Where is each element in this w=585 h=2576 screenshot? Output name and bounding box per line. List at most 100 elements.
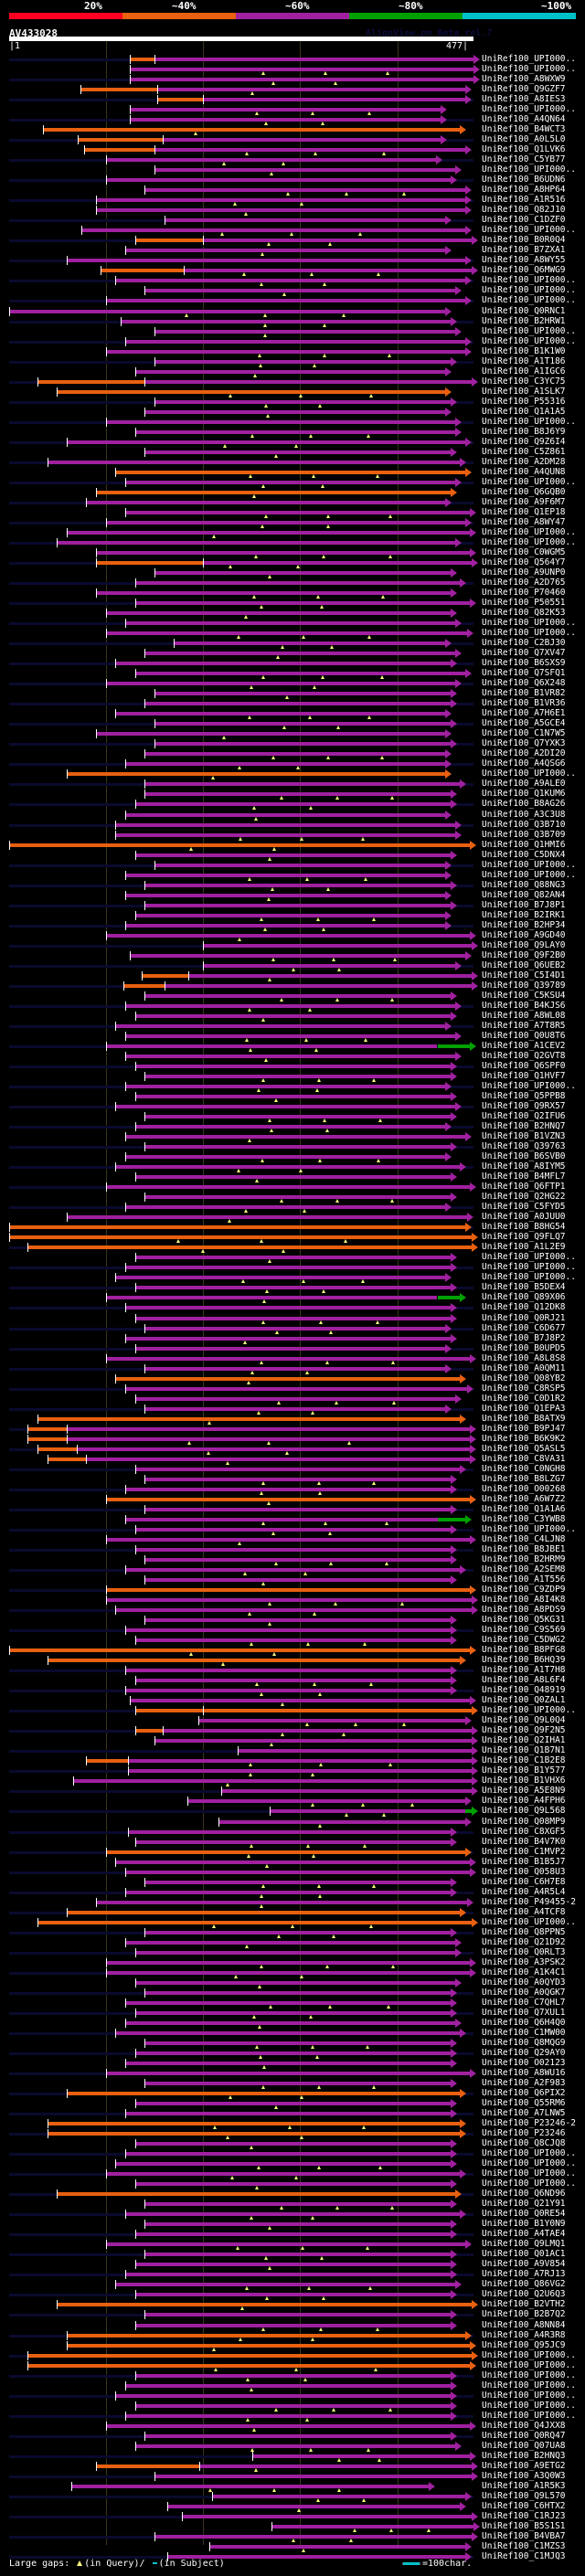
hit-row[interactable]: UniRef100_UPI000..	[0, 769, 585, 780]
hit-row[interactable]: UniRef100_UPI000..	[0, 417, 585, 428]
hit-label-link[interactable]: UniRef100_Q2HG22	[482, 1192, 566, 1203]
hit-row[interactable]: UniRef100_Q9LAY0	[0, 940, 585, 951]
hit-row[interactable]: UniRef100_A8WY47	[0, 517, 585, 528]
hit-row[interactable]: UniRef100_Q9RX57	[0, 1101, 585, 1112]
hit-row[interactable]: UniRef100_Q2IFU6	[0, 1111, 585, 1123]
hit-label-link[interactable]: UniRef100_Q5PPB8	[482, 1091, 566, 1102]
hit-label-link[interactable]: UniRef100_A8L8S8	[482, 1352, 566, 1363]
hit-label-link[interactable]: UniRef100_Q6MWG9	[482, 265, 566, 276]
hit-row[interactable]: UniRef100_Q21Y91	[0, 2199, 585, 2210]
hit-label-link[interactable]: UniRef100_Q86VG2	[482, 2279, 566, 2290]
hit-row[interactable]: UniRef100_A4FPH6	[0, 1796, 585, 1807]
hit-label-link[interactable]: UniRef100_UPI000..	[482, 2380, 576, 2390]
hit-label-link[interactable]: UniRef100_UPI000..	[482, 285, 576, 296]
hit-label-link[interactable]: UniRef100_Q6FTP1	[482, 1182, 566, 1193]
hit-label-link[interactable]: UniRef100_C8RSP5	[482, 1383, 566, 1394]
hit-row[interactable]: UniRef100_A8WXW9	[0, 74, 585, 86]
hit-label-link[interactable]: UniRef100_UPI000..	[482, 618, 576, 629]
hit-label-link[interactable]: UniRef100_UPI000..	[482, 1272, 576, 1283]
hit-label-link[interactable]: UniRef100_Q89X06	[482, 1292, 566, 1303]
hit-label-link[interactable]: UniRef100_Q0RQ47	[482, 2430, 566, 2441]
hit-label-link[interactable]: UniRef100_A8I4K8	[482, 1595, 566, 1606]
hit-row[interactable]: UniRef100_UPI000..	[0, 477, 585, 488]
hit-label-link[interactable]: UniRef100_C8XGF5	[482, 1826, 566, 1837]
hit-label-link[interactable]: UniRef100_Q08YB2	[482, 1373, 566, 1383]
hit-row[interactable]: UniRef100_Q9L0Q4	[0, 1715, 585, 1727]
hit-row[interactable]: UniRef100_B6SXS9	[0, 658, 585, 669]
hit-label-link[interactable]: UniRef100_UPI000..	[482, 325, 576, 336]
hit-row[interactable]: UniRef100_A5E8N9	[0, 1786, 585, 1797]
hit-label-link[interactable]: UniRef100_B6SVB0	[482, 1151, 566, 1162]
hit-row[interactable]: UniRef100_A3Q0W3	[0, 2471, 585, 2482]
hit-label-link[interactable]: UniRef100_Q9L568	[482, 1806, 566, 1817]
hit-label-link[interactable]: UniRef100_A3C3U8	[482, 809, 566, 820]
hit-label-link[interactable]: UniRef100_C5DNX4	[482, 849, 566, 860]
hit-row[interactable]: UniRef100_C3YC75	[0, 376, 585, 387]
hit-row[interactable]: UniRef100_Q5KG31	[0, 1615, 585, 1627]
hit-row[interactable]: UniRef100_A8I4K8	[0, 1595, 585, 1606]
hit-label-link[interactable]: UniRef100_B0UPD5	[482, 1342, 566, 1353]
hit-label-link[interactable]: UniRef100_A0QGK7	[482, 1987, 566, 1998]
hit-row[interactable]: UniRef100_B7J8P2	[0, 1333, 585, 1344]
hit-label-link[interactable]: UniRef100_A4TCF8	[482, 1906, 566, 1917]
hit-row[interactable]: UniRef100_A8IYM5	[0, 1161, 585, 1173]
hit-label-link[interactable]: UniRef100_Q07UA8	[482, 2440, 566, 2451]
hit-row[interactable]: UniRef100_C5DWG2	[0, 1635, 585, 1647]
hit-row[interactable]: UniRef100_C0NGH8	[0, 1464, 585, 1475]
hit-label-link[interactable]: UniRef100_Q12DK8	[482, 1302, 566, 1313]
hit-row[interactable]: UniRef100_Q1HVF7	[0, 1071, 585, 1083]
hit-row[interactable]: UniRef100_A1SLK7	[0, 387, 585, 398]
hit-row[interactable]: UniRef100_C6D677	[0, 1322, 585, 1334]
hit-row[interactable]: UniRef100_Q82AN4	[0, 890, 585, 901]
hit-row[interactable]: UniRef100_UPI000..	[0, 2350, 585, 2361]
hit-row[interactable]: UniRef100_O02123	[0, 2057, 585, 2069]
hit-label-link[interactable]: UniRef100_B0R0Q4	[482, 235, 566, 246]
hit-label-link[interactable]: UniRef100_Q82K53	[482, 608, 566, 619]
hit-row[interactable]: UniRef100_Q9L568	[0, 1806, 585, 1818]
hit-row[interactable]: UniRef100_A8WL08	[0, 1011, 585, 1022]
hit-row[interactable]: UniRef100_B2HP34	[0, 920, 585, 931]
hit-label-link[interactable]: UniRef100_A8WY55	[482, 255, 566, 266]
hit-row[interactable]: UniRef100_UPI000..	[0, 1262, 585, 1273]
hit-label-link[interactable]: UniRef100_UPI000..	[482, 64, 576, 75]
hit-row[interactable]: UniRef100_A8PDS9	[0, 1605, 585, 1617]
hit-label-link[interactable]: UniRef100_Q29AY0	[482, 2047, 566, 2058]
hit-label-link[interactable]: UniRef100_C6D677	[482, 1322, 566, 1333]
hit-label-link[interactable]: UniRef100_A1L2E9	[482, 1242, 566, 1253]
hit-row[interactable]: UniRef100_UPI000..	[0, 537, 585, 548]
hit-label-link[interactable]: UniRef100_Q1HMI6	[482, 839, 566, 850]
hit-row[interactable]: UniRef100_A1K4C1	[0, 1967, 585, 1978]
hit-label-link[interactable]: UniRef100_O00268	[482, 1483, 566, 1494]
hit-row[interactable]: UniRef100_C1RJ23	[0, 2511, 585, 2522]
hit-row[interactable]: UniRef100_B6K9K2	[0, 1434, 585, 1445]
hit-row[interactable]: UniRef100_B6SVB0	[0, 1151, 585, 1163]
hit-row[interactable]: UniRef100_Q9L570	[0, 2491, 585, 2502]
hit-row[interactable]: UniRef100_B1Y0N9	[0, 2219, 585, 2231]
hit-label-link[interactable]: UniRef100_P49455-2	[482, 1896, 576, 1907]
hit-label-link[interactable]: UniRef100_B4V7K0	[482, 1836, 566, 1847]
hit-row[interactable]: UniRef100_UPI000..	[0, 285, 585, 297]
hit-row[interactable]: UniRef100_A7LNW5	[0, 2108, 585, 2119]
hit-row[interactable]: UniRef100_A1T186	[0, 356, 585, 367]
hit-label-link[interactable]: UniRef100_A4TAE4	[482, 2229, 566, 2240]
hit-row[interactable]: UniRef100_Q9FLQ7	[0, 1232, 585, 1244]
hit-label-link[interactable]: UniRef100_Q1HVF7	[482, 1071, 566, 1082]
hit-row[interactable]: UniRef100_Q8PPN5	[0, 1927, 585, 1938]
hit-label-link[interactable]: UniRef100_B1VR36	[482, 698, 566, 709]
hit-row[interactable]: UniRef100_A0L5L0	[0, 134, 585, 145]
hit-label-link[interactable]: UniRef100_C5FYD5	[482, 1202, 566, 1213]
hit-label-link[interactable]: UniRef100_P23246	[482, 2128, 566, 2139]
hit-label-link[interactable]: UniRef100_Q7XUL1	[482, 2007, 566, 2018]
hit-label-link[interactable]: UniRef100_Q6SPF0	[482, 1061, 566, 1071]
hit-row[interactable]: UniRef100_UPI000..	[0, 1524, 585, 1535]
hit-label-link[interactable]: UniRef100_C7QHL7	[482, 1997, 566, 2008]
hit-label-link[interactable]: UniRef100_B4MFL7	[482, 1171, 566, 1182]
hit-label-link[interactable]: UniRef100_Q7SFQ1	[482, 668, 566, 679]
hit-label-link[interactable]: UniRef100_A0QM11	[482, 1362, 566, 1373]
hit-label-link[interactable]: UniRef100_O02123	[482, 2057, 566, 2068]
hit-label-link[interactable]: UniRef100_B1Y0N9	[482, 2219, 566, 2230]
hit-row[interactable]: UniRef100_A7T8R5	[0, 1021, 585, 1032]
hit-row[interactable]: UniRef100_B1K1W0	[0, 346, 585, 357]
hit-row[interactable]: UniRef100_Q1LVK6	[0, 144, 585, 156]
hit-label-link[interactable]: UniRef100_Q6X248	[482, 678, 566, 689]
